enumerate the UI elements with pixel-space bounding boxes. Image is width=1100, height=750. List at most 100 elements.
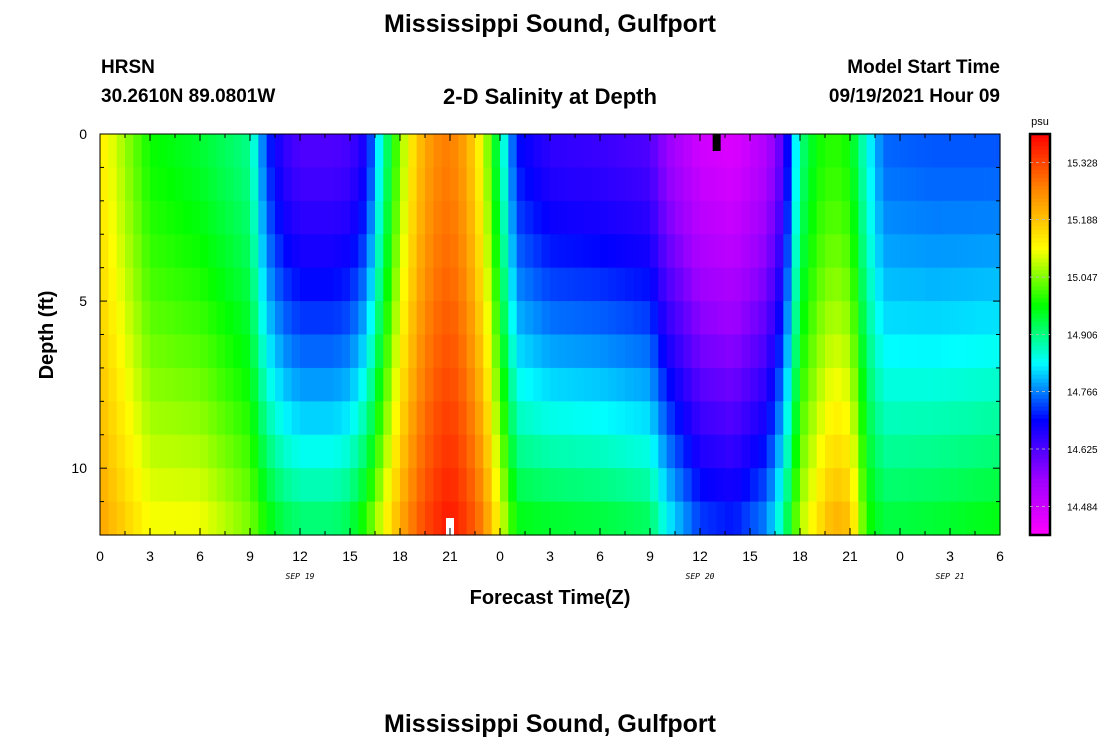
- heatmap-cell: [616, 234, 626, 269]
- x-tick-label: 3: [146, 548, 154, 564]
- heatmap-cell: [500, 468, 509, 503]
- heatmap-cell: [616, 367, 626, 402]
- heatmap-cell: [325, 434, 334, 469]
- heatmap-cell: [341, 468, 351, 503]
- heatmap-cell: [758, 167, 768, 202]
- heatmap-cell: [825, 267, 834, 302]
- heatmap-cell: [666, 501, 676, 536]
- heatmap-cell: [558, 200, 568, 235]
- heatmap-cell: [200, 501, 209, 536]
- heatmap-cell: [733, 134, 743, 169]
- heatmap-cell: [566, 401, 576, 436]
- heatmap-cell: [800, 334, 809, 369]
- heatmap-cell: [133, 334, 143, 369]
- heatmap-cell: [508, 167, 518, 202]
- heatmap-cell: [166, 234, 176, 269]
- heatmap-cell: [858, 401, 868, 436]
- heatmap-cell: [150, 434, 159, 469]
- heatmap-cell: [825, 401, 834, 436]
- heatmap-cell: [866, 200, 876, 235]
- heatmap-cell: [166, 301, 176, 336]
- heatmap-cell: [533, 434, 543, 469]
- station-coords: 30.2610N 89.0801W: [101, 86, 276, 107]
- heatmap-cell: [666, 267, 676, 302]
- heatmap-cell: [800, 267, 809, 302]
- heatmap-cell: [983, 468, 993, 503]
- heatmap-cell: [725, 267, 734, 302]
- heatmap-cell: [783, 401, 793, 436]
- heatmap-cell: [766, 334, 776, 369]
- heatmap-cell: [483, 468, 493, 503]
- heatmap-cell: [350, 267, 359, 302]
- heatmap-cell: [608, 501, 618, 536]
- heatmap-cell: [658, 334, 668, 369]
- heatmap-cell: [283, 468, 293, 503]
- heatmap-cell: [125, 367, 134, 402]
- heatmap-cell: [583, 434, 593, 469]
- x-axis-title: Forecast Time(Z): [470, 587, 631, 609]
- heatmap-cell: [575, 367, 584, 402]
- heatmap-cell: [450, 367, 459, 402]
- heatmap-cell: [125, 301, 134, 336]
- heatmap-cell: [291, 334, 301, 369]
- heatmap-cell: [458, 501, 468, 536]
- heatmap-cell: [383, 367, 393, 402]
- heatmap-cell: [475, 134, 484, 169]
- heatmap-cell: [416, 234, 426, 269]
- heatmap-cell: [325, 301, 334, 336]
- heatmap-cell: [600, 501, 609, 536]
- heatmap-cell: [316, 401, 326, 436]
- heatmap-cell: [291, 468, 301, 503]
- heatmap-cell: [400, 468, 409, 503]
- heatmap-cell: [875, 134, 884, 169]
- heatmap-cell: [633, 401, 643, 436]
- heatmap-cell: [641, 501, 651, 536]
- heatmap-cell: [458, 234, 468, 269]
- colorbar-segment: [1030, 470, 1050, 476]
- heatmap-cell: [366, 234, 376, 269]
- heatmap-cell: [291, 301, 301, 336]
- heatmap-cell: [758, 501, 768, 536]
- heatmap-cell: [191, 434, 201, 469]
- heatmap-cell: [200, 267, 209, 302]
- heatmap-cell: [908, 200, 918, 235]
- heatmap-cell: [216, 134, 226, 169]
- heatmap-cell: [766, 200, 776, 235]
- heatmap-cell: [983, 501, 993, 536]
- heatmap-cell: [291, 367, 301, 402]
- heatmap-cell: [933, 468, 943, 503]
- heatmap-cell: [975, 434, 984, 469]
- model-start-value: 09/19/2021 Hour 09: [828, 86, 1000, 107]
- heatmap-cell: [266, 501, 276, 536]
- heatmap-cell: [175, 167, 184, 202]
- colorbar-segment: [1030, 198, 1050, 203]
- heatmap-cell: [366, 468, 376, 503]
- heatmap-cell: [691, 200, 701, 235]
- heatmap-cell: [700, 301, 709, 336]
- heatmap-cell: [175, 501, 184, 536]
- heatmap-cell: [708, 301, 718, 336]
- heatmap-cell: [291, 401, 301, 436]
- heatmap-cell: [841, 401, 851, 436]
- heatmap-cell: [375, 134, 384, 169]
- heatmap-cell: [483, 501, 493, 536]
- heatmap-cell: [333, 401, 343, 436]
- heatmap-cell: [991, 434, 1001, 469]
- heatmap-cell: [283, 367, 293, 402]
- heatmap-cell: [858, 501, 868, 536]
- heatmap-cell: [316, 134, 326, 169]
- heatmap-cell: [900, 301, 909, 336]
- heatmap-cell: [600, 234, 609, 269]
- heatmap-cell: [308, 234, 318, 269]
- heatmap-cell: [683, 134, 693, 169]
- heatmap-cell: [191, 267, 201, 302]
- heatmap-cell: [641, 334, 651, 369]
- heatmap-cell: [325, 200, 334, 235]
- heatmap-cell: [175, 301, 184, 336]
- heatmap-cell: [475, 367, 484, 402]
- heatmap-cell: [316, 334, 326, 369]
- heatmap-cell: [900, 234, 909, 269]
- heatmap-cell: [966, 468, 976, 503]
- heatmap-cell: [350, 434, 359, 469]
- heatmap-cell: [416, 334, 426, 369]
